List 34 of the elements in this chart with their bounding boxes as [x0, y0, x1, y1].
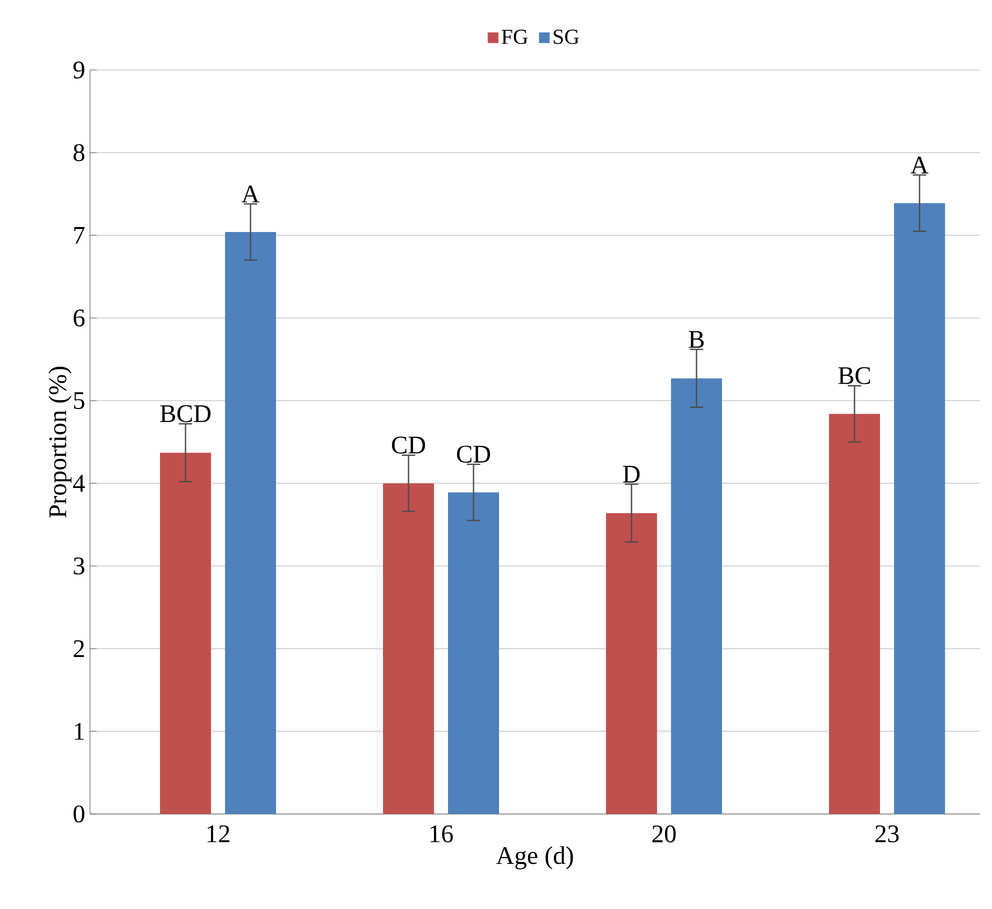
- y-axis-title: Proportion (%): [48, 366, 72, 518]
- x-axis-title: Age (d): [496, 846, 573, 870]
- legend-label: SG: [554, 30, 579, 44]
- data-label: BC: [838, 367, 870, 384]
- data-label: BCD: [160, 405, 211, 422]
- bar: [829, 414, 880, 814]
- data-label: A: [910, 156, 928, 174]
- data-label: D: [623, 466, 640, 483]
- y-tick-label: 8: [74, 144, 84, 162]
- bar: [606, 513, 658, 814]
- legend-label: FG: [502, 30, 528, 44]
- data-label: B: [688, 331, 704, 348]
- x-tick-label: 20: [652, 825, 676, 842]
- x-tick-label: 12: [208, 825, 230, 842]
- bar: [894, 203, 946, 814]
- y-tick-label: 1: [74, 722, 84, 740]
- y-tick-label: 6: [74, 309, 85, 327]
- x-tick-label: 23: [875, 825, 899, 842]
- data-label: A: [242, 186, 260, 202]
- data-label: CD: [456, 446, 490, 463]
- y-tick-label: 5: [74, 392, 84, 410]
- y-tick-label: 9: [73, 61, 84, 79]
- bar: [671, 378, 722, 814]
- bar: [383, 483, 434, 814]
- y-tick-label: 7: [74, 227, 85, 244]
- x-tick-label: 16: [430, 825, 453, 842]
- y-tick-label: 3: [74, 557, 84, 574]
- y-tick-label: 2: [74, 640, 84, 658]
- data-label: CD: [392, 436, 426, 454]
- y-tick-label: 4: [73, 474, 85, 492]
- bar: [448, 492, 500, 814]
- y-tick-label: 0: [74, 805, 84, 823]
- bar: [225, 232, 276, 814]
- bar: [160, 452, 211, 814]
